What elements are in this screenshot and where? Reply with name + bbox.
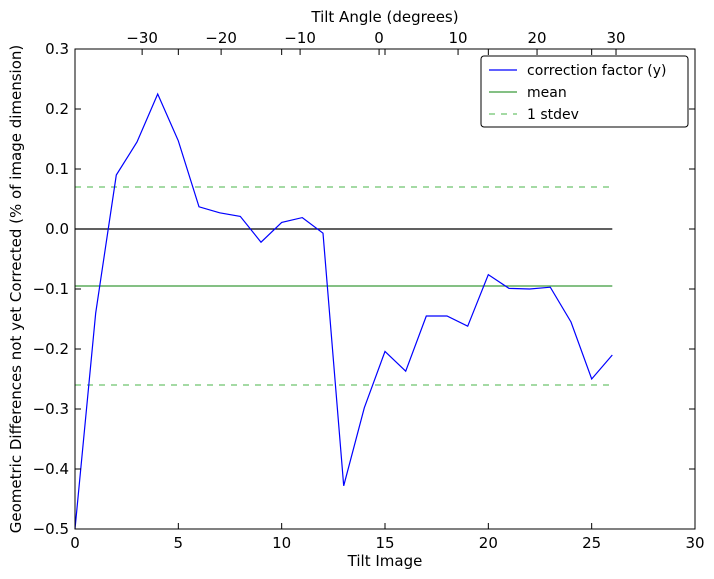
legend-box [480,55,689,128]
legend-label: 1 stdev [527,107,579,123]
y-tick-label: −0.3 [33,400,69,418]
y-tick-label: 0.2 [45,100,69,118]
x-axis-label: Tilt Image [347,552,423,570]
x2-tick-label: 0 [374,29,384,47]
legend: correction factor (y) mean 1 stdev [480,55,689,128]
x2-tick-label: −30 [126,29,158,47]
legend-label: correction factor (y) [527,63,666,79]
y-tick-label: −0.5 [33,520,69,538]
x2-tick-label: −10 [284,29,316,47]
y-tick-label: 0.0 [45,220,69,238]
y-tick-label: 0.1 [45,160,69,178]
x-tick-label: 30 [685,534,704,552]
x2-tick-label: 10 [449,29,468,47]
y-tick-label: −0.4 [33,460,69,478]
y-tick-label: −0.1 [33,280,69,298]
y-tick-label: 0.3 [45,40,69,58]
x-tick-label: 5 [174,534,184,552]
series-line-0 [74,92,613,530]
axis-ticks: 0 5 10 15 20 25 30 −0.5 −0.4 −0.3 −0.2 −0.1 0.0 0.1 0.… [33,29,705,552]
y-axis-label: Geometric Differences not yet Corrected … [7,45,25,534]
x-tick-label: 10 [272,534,291,552]
x-tick-label: 20 [479,534,498,552]
x-tick-label: 25 [582,534,601,552]
legend-label: mean [527,85,567,101]
x2-axis-label: Tilt Angle (degrees) [310,8,458,26]
x-tick-label: 0 [70,534,80,552]
x-tick-label: 15 [375,534,394,552]
x2-tick-label: 30 [606,29,625,47]
plot-area [74,92,613,530]
y-tick-label: −0.2 [33,340,69,358]
x2-tick-label: −20 [205,29,237,47]
x2-tick-label: 20 [527,29,546,47]
